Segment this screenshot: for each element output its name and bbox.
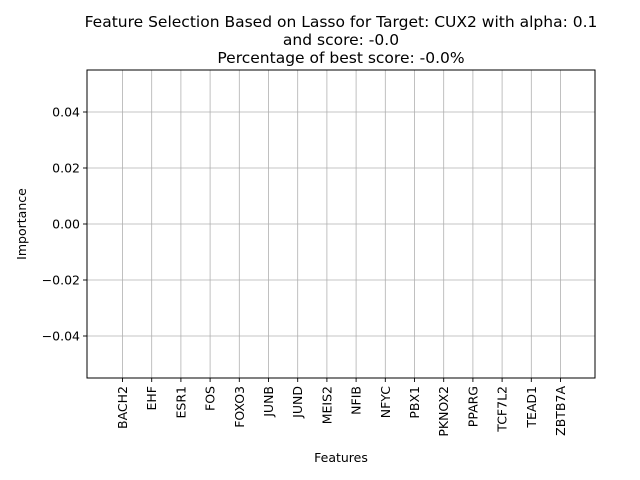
x-axis-label: Features bbox=[314, 450, 368, 465]
x-tick-label: ZBTB7A bbox=[553, 386, 568, 436]
x-axis-ticks: BACH2 EHF ESR1 FOS FOXO3 JUNB JUND MEIS2 NFIB NFY… bbox=[115, 378, 568, 437]
x-tick-label: PBX1 bbox=[407, 386, 422, 419]
chart-title-line-2: and score: -0.0 bbox=[283, 31, 399, 49]
x-tick-label: FOXO3 bbox=[232, 386, 247, 428]
x-tick-label: PKNOX2 bbox=[436, 386, 451, 437]
y-tick-label: −0.02 bbox=[42, 273, 80, 288]
x-tick-label: MEIS2 bbox=[319, 386, 334, 424]
x-tick-label: PPARG bbox=[465, 386, 480, 427]
x-tick-label: NFIB bbox=[349, 386, 364, 415]
y-tick-label: −0.04 bbox=[42, 329, 80, 344]
chart-title-line-1: Feature Selection Based on Lasso for Tar… bbox=[85, 13, 598, 31]
x-tick-label: TEAD1 bbox=[524, 386, 539, 429]
x-tick-label: JUNB bbox=[261, 386, 276, 418]
gridlines bbox=[87, 70, 595, 378]
y-axis-label: Importance bbox=[14, 188, 29, 260]
x-tick-label: ESR1 bbox=[173, 386, 188, 418]
x-tick-label: FOS bbox=[203, 386, 218, 411]
chart-title: Feature Selection Based on Lasso for Tar… bbox=[85, 13, 598, 67]
y-tick-label: 0.02 bbox=[52, 161, 80, 176]
chart-title-line-3: Percentage of best score: -0.0% bbox=[217, 49, 464, 67]
x-tick-label: BACH2 bbox=[115, 386, 130, 429]
y-tick-label: 0.00 bbox=[52, 217, 80, 232]
x-tick-label: EHF bbox=[144, 386, 159, 411]
y-tick-label: 0.04 bbox=[52, 105, 80, 120]
x-tick-label: NFYC bbox=[378, 386, 393, 418]
x-tick-label: JUND bbox=[290, 386, 305, 419]
x-tick-label: TCF7L2 bbox=[495, 386, 510, 433]
y-axis-ticks: 0.04 0.02 0.00 −0.02 −0.04 bbox=[42, 105, 87, 344]
